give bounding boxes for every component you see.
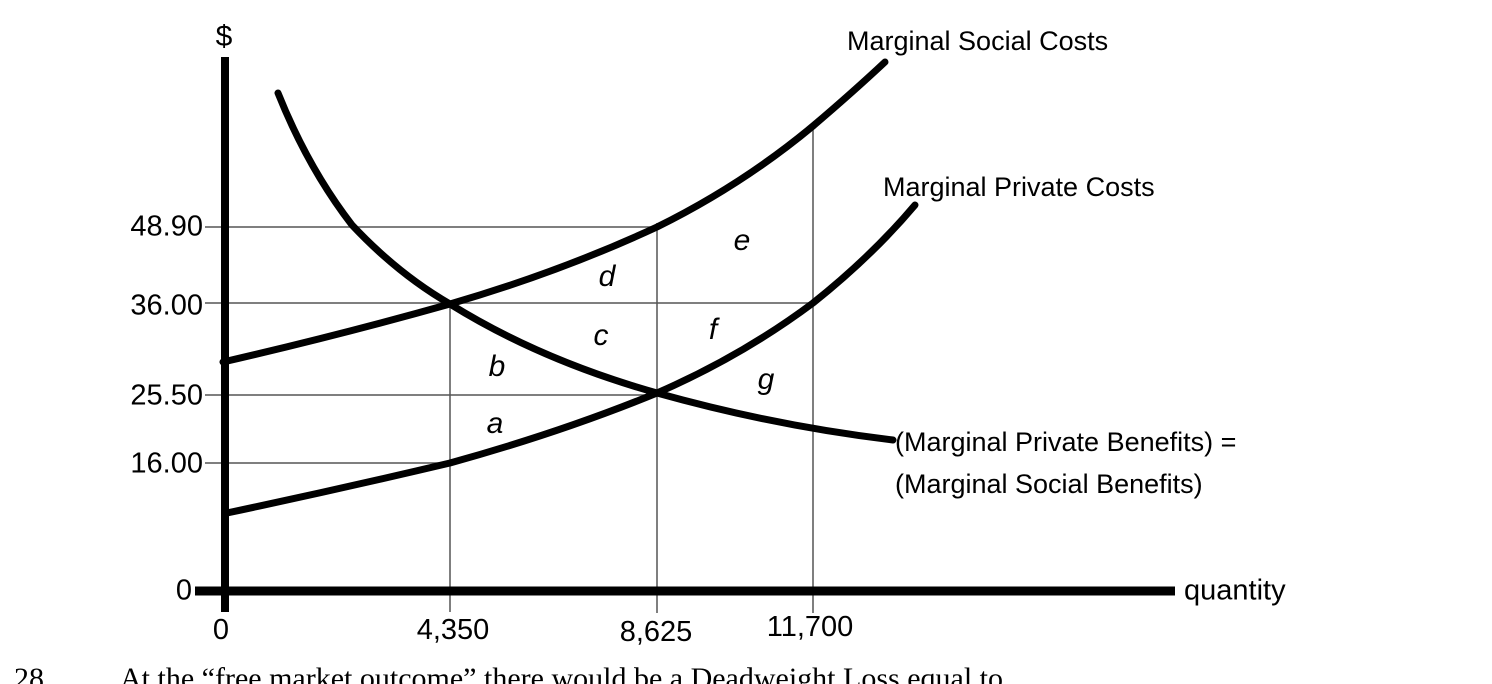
region-label-c: c	[593, 319, 609, 352]
region-label-a: a	[486, 407, 504, 440]
marginal-social-costs-label: Marginal Social Costs	[847, 26, 1109, 56]
marginal-private-benefits-label: (Marginal Private Benefits) =	[895, 427, 1237, 457]
marginal-social-costs-curve	[219, 58, 889, 366]
x-tick-8625: 8,625	[619, 616, 693, 648]
y-tick-16-00: 16.00	[130, 447, 203, 480]
region-label-b: b	[488, 350, 506, 383]
marginal-social-benefits-label: (Marginal Social Benefits)	[895, 469, 1203, 499]
axes	[195, 57, 1175, 612]
x-axis-quantity-label: quantity	[1184, 574, 1286, 607]
marginal-private-costs-curve	[223, 201, 919, 517]
gridlines	[205, 126, 814, 613]
question-text: At the “free market outcome” there would…	[120, 662, 1003, 684]
region-label-e: e	[733, 224, 751, 257]
y-tick-36-00: 36.00	[130, 289, 203, 322]
y-tick-0: 0	[175, 574, 192, 607]
curves	[219, 58, 919, 517]
region-label-f: f	[708, 313, 718, 346]
x-tick-11700: 11,700	[766, 611, 854, 643]
x-tick-4350: 4,350	[416, 614, 490, 646]
marginal-private-costs-label: Marginal Private Costs	[883, 172, 1155, 202]
region-label-d: d	[598, 260, 616, 293]
marginal-benefits-curve	[274, 89, 897, 444]
y-tick-25-50: 25.50	[130, 379, 203, 412]
region-label-g: g	[757, 363, 775, 396]
y-tick-48-90: 48.90	[130, 210, 203, 243]
y-axis-dollar-label: $	[215, 20, 233, 53]
x-tick-0: 0	[212, 614, 230, 646]
question-number: 28.	[14, 662, 52, 684]
